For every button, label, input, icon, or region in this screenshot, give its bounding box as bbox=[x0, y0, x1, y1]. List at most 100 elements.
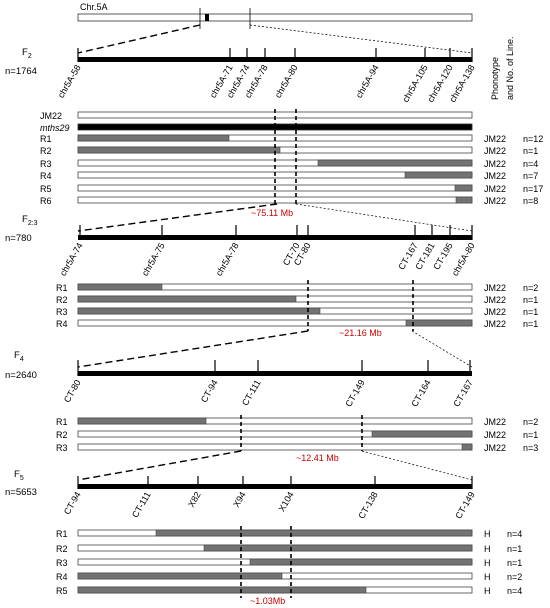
panel-1-row-phenotype: JM22 bbox=[484, 146, 506, 156]
panel-f23-generation: F2:3 bbox=[22, 214, 38, 227]
panel-4-row-phenotype: H bbox=[484, 544, 491, 554]
panel-4-row-count: n=4 bbox=[507, 529, 522, 539]
panel-4-row-count: n=1 bbox=[507, 558, 522, 568]
panel-1-row-segment bbox=[317, 159, 473, 167]
panel-f2-marker-bar bbox=[78, 57, 472, 62]
panel-2-row-phenotype: JM22 bbox=[484, 295, 506, 305]
panel-2-interval-label: ~21.16 Mb bbox=[339, 328, 382, 338]
panel-3-row-label: R2 bbox=[56, 430, 68, 440]
panel-3-row-label: R3 bbox=[56, 443, 68, 453]
panel-1-row-label: R1 bbox=[40, 134, 52, 144]
zoom-connector-left bbox=[77, 24, 201, 54]
panel-4-marker-label: X82 bbox=[186, 490, 203, 509]
panel-2-row-label: R1 bbox=[56, 283, 68, 293]
panel-4-row-phenotype: H bbox=[484, 586, 491, 596]
panel-4-row-count: n=1 bbox=[507, 544, 522, 554]
panel-1-marker-label: chr5A-58 bbox=[56, 63, 83, 100]
chromosome-label: Chr.5A bbox=[80, 2, 108, 12]
panel-f5-marker-bar bbox=[78, 484, 472, 489]
panel-3-row-label: R1 bbox=[56, 417, 68, 427]
panel-1-row-label: JM22 bbox=[40, 111, 62, 121]
panel-f4-generation: F4 bbox=[14, 350, 24, 363]
panel-1-row-phenotype: JM22 bbox=[484, 134, 506, 144]
panel-3-interval-label: ~12.41 Mb bbox=[296, 453, 339, 463]
panel-4-row-segment bbox=[155, 529, 473, 537]
panel-f5-generation: F5 bbox=[14, 469, 24, 482]
zoom-connector-f23-left bbox=[77, 330, 309, 368]
panel-2-row-segment bbox=[77, 283, 163, 291]
panel-3-marker-label: CT-94 bbox=[199, 378, 220, 404]
panel-4-marker-label: CT-138 bbox=[356, 490, 379, 521]
panel-2-marker-label: chr5A-78 bbox=[214, 241, 241, 278]
panel-1-row-phenotype: JM22 bbox=[484, 159, 506, 169]
panel-f23-marker-bar bbox=[78, 235, 472, 240]
panel-1-row-segment bbox=[77, 146, 281, 154]
panel-2-row-label: R2 bbox=[56, 295, 68, 305]
panel-4-marker-label: CT-94 bbox=[62, 490, 83, 516]
panel-4-row-label: R5 bbox=[56, 586, 68, 596]
panel-1-row-label: R5 bbox=[40, 184, 52, 194]
panel-4-marker-label: X104 bbox=[277, 490, 296, 513]
panel-4-row-label: R4 bbox=[56, 572, 68, 582]
panel-3-row-phenotype: JM22 bbox=[484, 443, 506, 453]
panel-2-row-count: n=1 bbox=[523, 307, 538, 317]
panel-2-row-segment bbox=[405, 319, 473, 327]
panel-4-row-segment bbox=[249, 558, 473, 566]
panel-3-row-phenotype: JM22 bbox=[484, 417, 506, 427]
panel-3-row-segment bbox=[461, 443, 473, 451]
panel-1-row-label: R3 bbox=[40, 159, 52, 169]
panel-3-row-bar bbox=[77, 443, 473, 451]
panel-2-marker-label: chr5A-74 bbox=[58, 241, 85, 278]
header-phenotype: Phonotype bbox=[490, 57, 500, 100]
centromere bbox=[205, 14, 209, 21]
panel-1-row-count: n=1 bbox=[523, 146, 538, 156]
zoom-connector-f2-right bbox=[295, 203, 473, 232]
panel-4-row-label: R1 bbox=[56, 529, 68, 539]
panel-1-row-count: n=7 bbox=[523, 171, 538, 181]
panel-1-row-count: n=17 bbox=[523, 184, 543, 194]
panel-1-row-label: mths29 bbox=[40, 123, 70, 133]
panel-2-row-count: n=2 bbox=[523, 283, 538, 293]
panel-1-row-count: n=8 bbox=[523, 196, 538, 206]
panel-1-row-segment bbox=[454, 184, 473, 192]
panel-2-row-phenotype: JM22 bbox=[484, 283, 506, 293]
panel-2-row-phenotype: JM22 bbox=[484, 319, 506, 329]
panel-1-row-segment bbox=[77, 134, 230, 142]
panel-f4-population: n=2640 bbox=[5, 370, 37, 381]
panel-1-row-segment bbox=[455, 196, 473, 204]
panel-4-marker-label: CT-149 bbox=[453, 490, 476, 521]
panel-f5-population: n=5653 bbox=[5, 487, 37, 498]
panel-1-row-phenotype: JM22 bbox=[484, 171, 506, 181]
panel-1-row-count: n=12 bbox=[523, 134, 543, 144]
panel-f2-generation: F2 bbox=[22, 47, 32, 60]
panel-2-row-segment bbox=[77, 295, 297, 303]
panel-2-row-phenotype: JM22 bbox=[484, 307, 506, 317]
panel-3-row-count: n=3 bbox=[523, 443, 538, 453]
zoom-connector-f2-left bbox=[77, 203, 278, 232]
panel-1-marker-label: chr5A-80 bbox=[273, 63, 300, 100]
chromosome-bar bbox=[77, 13, 473, 22]
panel-2-row-count: n=1 bbox=[523, 319, 538, 329]
panel-4-row-phenotype: H bbox=[484, 572, 491, 582]
panel-f23-population: n=780 bbox=[5, 233, 32, 244]
panel-2-marker-label: chr5A-75 bbox=[140, 241, 167, 278]
panel-1-row-segment bbox=[404, 171, 473, 179]
panel-2-row-label: R4 bbox=[56, 319, 68, 329]
panel-4-row-phenotype: H bbox=[484, 529, 491, 539]
panel-4-row-segment bbox=[77, 572, 283, 580]
panel-2-row-segment bbox=[77, 307, 321, 315]
zoom-connector-f4-left bbox=[77, 450, 242, 481]
panel-1-row-count: n=4 bbox=[523, 159, 538, 169]
panel-3-marker-label: CT-149 bbox=[343, 378, 366, 409]
panel-4-row-count: n=2 bbox=[507, 572, 522, 582]
panel-f2-population: n=1764 bbox=[5, 66, 37, 77]
panel-4-interval-label: ~1.03Mb bbox=[250, 596, 285, 606]
panel-1-row-label: R2 bbox=[40, 146, 52, 156]
panel-4-row-label: R3 bbox=[56, 558, 68, 568]
zoom-connector-right bbox=[249, 24, 473, 54]
panel-1-interval-label: ~75.11 Mb bbox=[251, 208, 293, 218]
panel-1-row-label: R4 bbox=[40, 171, 52, 181]
panel-2-row-label: R3 bbox=[56, 307, 68, 317]
panel-4-row-label: R2 bbox=[56, 544, 68, 554]
